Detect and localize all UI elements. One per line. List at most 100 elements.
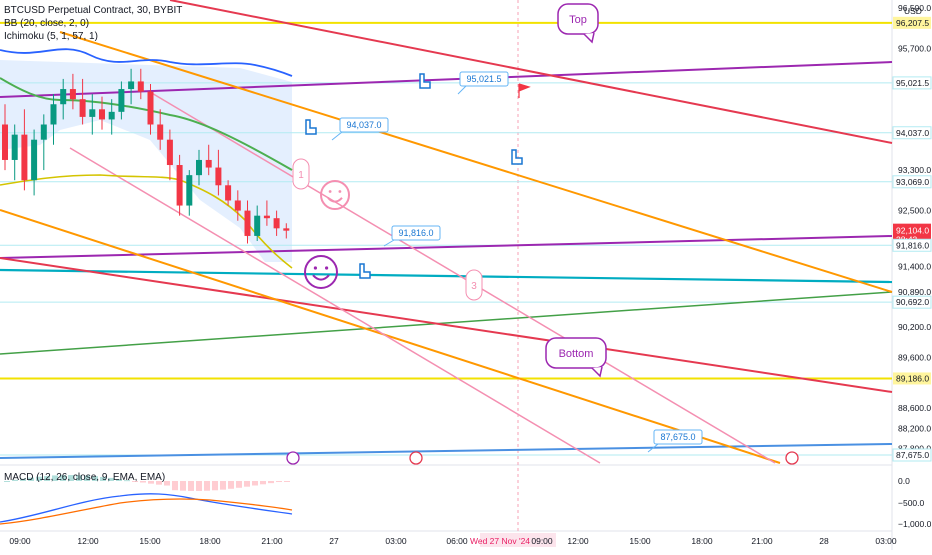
smiley-purple-mouth <box>312 274 330 281</box>
smiley-pink-eye-r <box>338 190 342 193</box>
candle-body[interactable] <box>60 89 67 105</box>
candle-body[interactable] <box>176 165 183 206</box>
macd-histogram-bar <box>92 476 98 481</box>
macd-axis-tick: 0.0 <box>898 476 910 486</box>
price-axis-tick: 88,600.0 <box>898 403 931 413</box>
current-price-label: 92,104.0 <box>896 226 929 236</box>
candle-body[interactable] <box>31 139 38 181</box>
event-icon[interactable] <box>409 451 423 465</box>
candle-body[interactable] <box>254 215 261 236</box>
candle-body[interactable] <box>50 104 57 125</box>
top-callout-text: Top <box>569 14 587 26</box>
purple-trendline-lower[interactable] <box>0 235 893 259</box>
candle-body[interactable] <box>205 159 212 168</box>
candle-body[interactable] <box>137 81 144 92</box>
red-trendline-upper[interactable] <box>169 0 893 144</box>
note-91816-box[interactable] <box>391 225 441 241</box>
orange-trendline-upper[interactable] <box>59 31 893 293</box>
macd-histogram-bar <box>148 481 154 484</box>
price-label-bg <box>892 238 932 252</box>
time-axis-label: 18:00 <box>199 536 221 546</box>
candle-body[interactable] <box>225 185 232 201</box>
smiley-purple-eye-r <box>325 266 329 270</box>
candle-body[interactable] <box>283 228 290 231</box>
hand-pointer-icon <box>359 263 371 279</box>
teal-trendline[interactable] <box>0 268 893 284</box>
candle-body[interactable] <box>244 210 251 236</box>
blue-trendline[interactable] <box>0 443 893 459</box>
orange-trendline-lower[interactable] <box>0 209 781 464</box>
macd-histogram-bar <box>132 481 138 482</box>
candle-body[interactable] <box>186 175 193 206</box>
candle-body[interactable] <box>147 91 154 125</box>
candle-body[interactable] <box>21 134 28 181</box>
candle-body[interactable] <box>118 89 125 112</box>
note-leader <box>647 443 659 453</box>
candle-body[interactable] <box>234 200 241 211</box>
price-label-bg <box>893 372 931 385</box>
price-axis-tick: 90,200.0 <box>898 322 931 332</box>
event-icon[interactable] <box>785 451 799 465</box>
candle-body[interactable] <box>128 81 135 90</box>
top-callout-bubble[interactable] <box>557 3 599 35</box>
candle-body[interactable] <box>89 109 96 117</box>
time-axis-label: 12:00 <box>567 536 589 546</box>
macd-legend[interactable]: MACD (12, 26, close, 9, EMA, EMA) <box>4 472 166 483</box>
macd-histogram-bar <box>28 477 34 481</box>
note-94037-box[interactable] <box>339 117 389 133</box>
note-87675-box[interactable] <box>653 429 703 445</box>
candle-body[interactable] <box>11 134 18 160</box>
candle-body[interactable] <box>79 99 86 117</box>
purple-trendline-upper[interactable] <box>0 61 893 98</box>
time-axis-label: 27 <box>329 536 339 546</box>
badge-3-text: 3 <box>471 281 477 292</box>
candle-body[interactable] <box>157 124 164 140</box>
macd-histogram-bar <box>284 481 290 482</box>
price-axis-tick: 96,500.0 <box>898 3 931 13</box>
time-axis-label: 18:00 <box>691 536 713 546</box>
candle-body[interactable] <box>2 124 8 160</box>
candle-body[interactable] <box>263 215 270 219</box>
hand-pointer-icon <box>419 73 431 89</box>
candle-body[interactable] <box>196 159 202 176</box>
legend-bb[interactable]: BB (20, close, 2, 0) <box>4 18 90 29</box>
legend-symbol[interactable]: BTCUSD Perpetual Contract, 30, BYBIT <box>4 5 183 16</box>
macd-histogram-bar <box>124 480 130 482</box>
candle-body[interactable] <box>99 109 105 120</box>
candle-body[interactable] <box>108 111 115 120</box>
price-axis-label: 89,186.0 <box>896 373 929 383</box>
macd-signal-line <box>0 498 293 525</box>
price-axis-tick: 88,200.0 <box>898 423 931 433</box>
price-axis-label: 91,816.0 <box>896 240 929 250</box>
price-label-bg <box>892 126 932 140</box>
macd-axis-tick: −500.0 <box>898 498 925 508</box>
candle-body[interactable] <box>215 167 222 186</box>
time-axis-label: 09:00 <box>531 536 553 546</box>
note-95021-box[interactable] <box>459 71 509 87</box>
macd-histogram-bar <box>244 481 250 487</box>
legend-ichimoku[interactable]: Ichimoku (5, 1, 57, 1) <box>4 31 98 42</box>
price-label-bg <box>892 295 932 309</box>
event-icon[interactable] <box>286 451 300 465</box>
price-label-bg <box>892 175 932 189</box>
pink-trendline-lower[interactable] <box>69 147 601 464</box>
macd-histogram-bar <box>84 475 90 481</box>
candle-body[interactable] <box>69 89 76 100</box>
candle-body[interactable] <box>40 124 47 140</box>
time-axis-label: 06:00 <box>446 536 468 546</box>
bottom-callout-bubble[interactable] <box>545 337 607 369</box>
red-trendline-lower[interactable] <box>0 257 893 393</box>
smiley-purple-icon <box>304 255 338 289</box>
price-axis-tick: 91,400.0 <box>898 261 931 271</box>
note-leader <box>383 239 395 247</box>
price-axis-tick: 93,300.0 <box>898 165 931 175</box>
pink-trendline-upper[interactable] <box>149 91 776 464</box>
candle-body[interactable] <box>166 139 173 166</box>
candle-body[interactable] <box>273 218 280 229</box>
badge-1-text: 1 <box>298 170 304 181</box>
note-leader <box>457 85 467 95</box>
green-trendline[interactable] <box>0 291 893 355</box>
price-axis-label: 93,069.0 <box>896 177 929 187</box>
price-axis-label: 87,675.0 <box>896 450 929 460</box>
